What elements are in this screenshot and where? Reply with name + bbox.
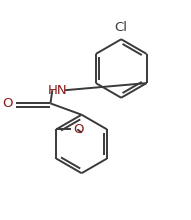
Text: HN: HN [48, 84, 68, 97]
Text: O: O [73, 123, 84, 136]
Text: O: O [2, 97, 13, 110]
Text: Cl: Cl [115, 21, 128, 34]
